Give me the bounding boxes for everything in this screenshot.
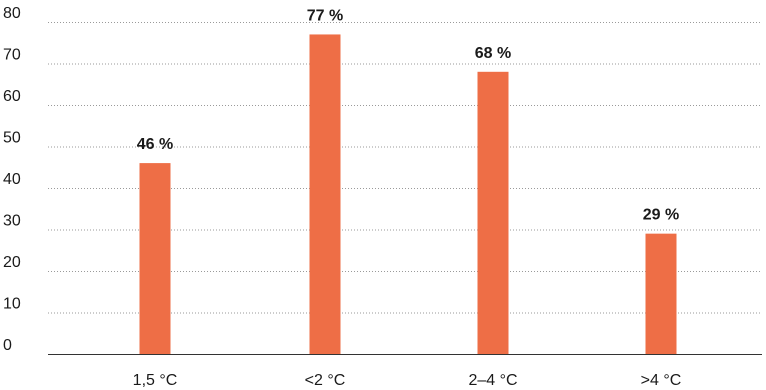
bar <box>139 163 171 354</box>
y-tick-label: 40 <box>3 171 21 188</box>
data-label: 77 % <box>307 7 343 24</box>
x-tick-label: <2 °C <box>305 372 346 389</box>
bar <box>309 34 341 354</box>
x-axis-ticks: 1,5 °C <2 °C 2–4 °C >4 °C <box>133 372 682 389</box>
y-axis-ticks: 0 10 20 30 40 50 60 70 80 <box>3 5 21 354</box>
y-tick-label: 20 <box>3 254 21 271</box>
data-labels: 46 % 77 % 68 % 29 % <box>137 7 679 223</box>
x-tick-label: 2–4 °C <box>468 372 517 389</box>
y-tick-label: 0 <box>3 337 12 354</box>
y-tick-label: 30 <box>3 213 21 230</box>
data-label: 46 % <box>137 136 173 153</box>
y-tick-label: 50 <box>3 130 21 147</box>
data-label: 29 % <box>643 207 679 224</box>
x-tick-label: 1,5 °C <box>133 372 178 389</box>
bars <box>139 34 677 355</box>
y-tick-label: 10 <box>3 296 21 313</box>
y-tick-label: 80 <box>3 5 21 22</box>
x-tick-label: >4 °C <box>641 372 682 389</box>
y-tick-label: 60 <box>3 88 21 105</box>
gridlines <box>48 22 762 314</box>
data-label: 68 % <box>475 45 511 62</box>
y-tick-label: 70 <box>3 47 21 64</box>
bar <box>645 233 677 354</box>
bar <box>477 71 509 355</box>
